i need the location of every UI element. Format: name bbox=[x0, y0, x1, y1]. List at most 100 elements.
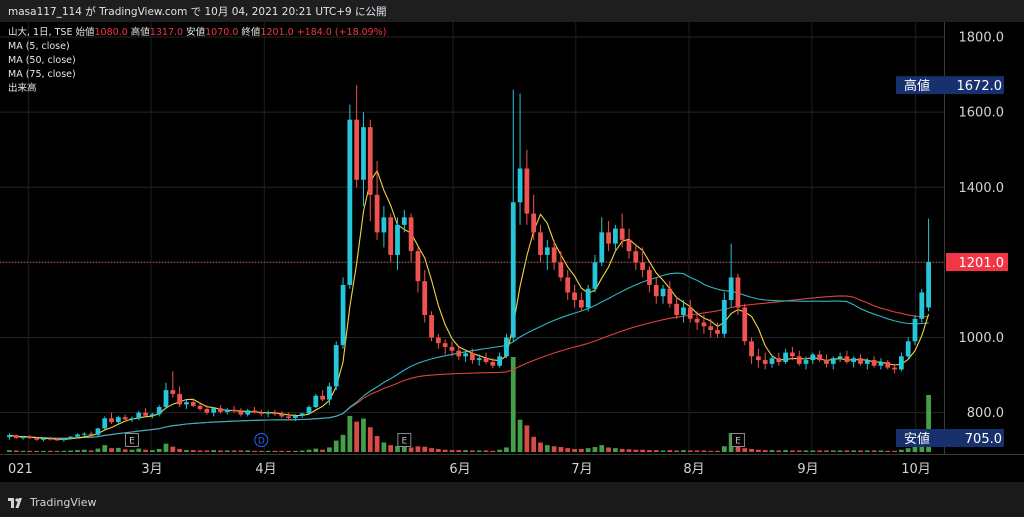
chart-pane[interactable] bbox=[0, 22, 944, 454]
volume-bar bbox=[415, 446, 421, 452]
ma50-legend[interactable]: MA (50, close) bbox=[8, 55, 76, 66]
volume-bar bbox=[653, 450, 659, 452]
price-tick-label: 1600.0 bbox=[959, 106, 1005, 121]
candle-body bbox=[708, 326, 714, 331]
candle-body bbox=[81, 433, 87, 435]
volume-bar bbox=[109, 448, 114, 452]
candlestick-chart[interactable]: E D E E 800.0 1000.0 1400.0 1600.0 1800.0 高値 1672.… bbox=[0, 0, 1024, 482]
volume-bar bbox=[272, 450, 278, 452]
candle-body bbox=[292, 415, 298, 418]
volume-bar bbox=[572, 448, 577, 452]
candle-body bbox=[755, 356, 761, 361]
volume-bar bbox=[177, 448, 183, 452]
footer: TradingView bbox=[0, 482, 1024, 517]
candle-body bbox=[265, 412, 271, 414]
volume-bar bbox=[143, 449, 148, 452]
candle-body bbox=[510, 202, 516, 338]
volume-bar bbox=[497, 449, 503, 452]
volume-bar bbox=[367, 427, 373, 452]
volume-bar bbox=[81, 449, 87, 452]
volume-bar bbox=[313, 448, 319, 452]
candle-body bbox=[190, 402, 196, 406]
volume-bar bbox=[578, 448, 584, 452]
candle-body bbox=[163, 390, 169, 408]
volume-bar bbox=[749, 448, 754, 452]
volume-bar bbox=[115, 447, 121, 452]
candle-body bbox=[184, 402, 189, 405]
candle-body bbox=[674, 303, 680, 316]
volume-bar bbox=[20, 450, 26, 452]
volume-bar bbox=[47, 450, 53, 452]
volume-bar bbox=[252, 450, 257, 452]
candle-body bbox=[864, 360, 870, 364]
candle-body bbox=[122, 417, 128, 420]
candle-body bbox=[606, 232, 611, 244]
candle-body bbox=[715, 330, 720, 334]
candle-body bbox=[810, 354, 816, 361]
candle-body bbox=[844, 356, 850, 362]
volume-bar bbox=[54, 450, 60, 452]
volume-bar bbox=[544, 445, 550, 452]
candle-body bbox=[742, 307, 748, 342]
candle-body bbox=[354, 119, 360, 180]
candle-body bbox=[565, 277, 571, 293]
volume-bar bbox=[531, 436, 537, 452]
volume-bar bbox=[190, 450, 196, 452]
candle-body bbox=[68, 436, 74, 439]
volume-bar bbox=[524, 425, 530, 452]
volume-bar bbox=[599, 445, 605, 452]
candle-body bbox=[109, 418, 114, 423]
candle-body bbox=[61, 438, 67, 441]
candle-body bbox=[653, 284, 659, 297]
candle-body bbox=[694, 318, 700, 323]
candle-body bbox=[170, 390, 176, 394]
tradingview-brand[interactable]: TradingView bbox=[8, 496, 96, 509]
candle-body bbox=[660, 288, 666, 297]
volume-bar bbox=[122, 449, 128, 452]
candle-body bbox=[544, 247, 550, 255]
candle-body bbox=[762, 360, 768, 364]
brand-label: TradingView bbox=[30, 496, 97, 509]
candle-body bbox=[728, 277, 734, 300]
candle-body bbox=[238, 411, 244, 415]
open-label: 始値 bbox=[75, 27, 95, 38]
volume-bar bbox=[681, 450, 686, 452]
volume-bar bbox=[892, 450, 897, 452]
volume-legend[interactable]: 出来高 bbox=[8, 83, 37, 94]
candle-body bbox=[367, 127, 373, 195]
volume-bar bbox=[258, 450, 264, 452]
candle-body bbox=[817, 354, 823, 361]
volume-bar bbox=[204, 450, 210, 452]
candle-body bbox=[626, 239, 632, 252]
volume-bar bbox=[830, 450, 836, 452]
volume-bar bbox=[551, 446, 557, 452]
candle-body bbox=[871, 360, 877, 366]
low-value: 1070.0 bbox=[205, 27, 239, 38]
time-tick-label: 6月 bbox=[449, 462, 470, 477]
volume-bar bbox=[442, 449, 448, 452]
close-value: 1201.0 bbox=[260, 27, 294, 38]
candle-body bbox=[735, 277, 741, 308]
ma5-legend[interactable]: MA (5, close) bbox=[8, 41, 70, 52]
chart-legend: 山大, 1日, TSE 始値1080.0 高値1317.0 安値1070.0 終… bbox=[8, 26, 386, 96]
volume-bar bbox=[361, 418, 366, 452]
volume-bar bbox=[864, 450, 870, 452]
candle-body bbox=[150, 414, 155, 416]
volume-bar bbox=[694, 450, 700, 452]
time-axis[interactable] bbox=[0, 454, 1024, 483]
last-price-value: 1201.0 bbox=[959, 256, 1005, 271]
candle-body bbox=[88, 433, 94, 435]
candle-body bbox=[54, 439, 60, 441]
volume-bar bbox=[517, 419, 523, 452]
low-marker bbox=[896, 429, 1004, 447]
volume-bar bbox=[647, 450, 652, 452]
candle-body bbox=[388, 217, 394, 255]
volume-bar bbox=[449, 450, 455, 452]
time-tick-label: 021 bbox=[8, 462, 33, 477]
candle-body bbox=[102, 418, 108, 429]
ma75-legend[interactable]: MA (75, close) bbox=[8, 69, 76, 80]
candle-body bbox=[115, 417, 121, 423]
candle-body bbox=[749, 341, 754, 357]
volume-bar bbox=[824, 450, 829, 452]
volume-bar bbox=[613, 448, 618, 452]
